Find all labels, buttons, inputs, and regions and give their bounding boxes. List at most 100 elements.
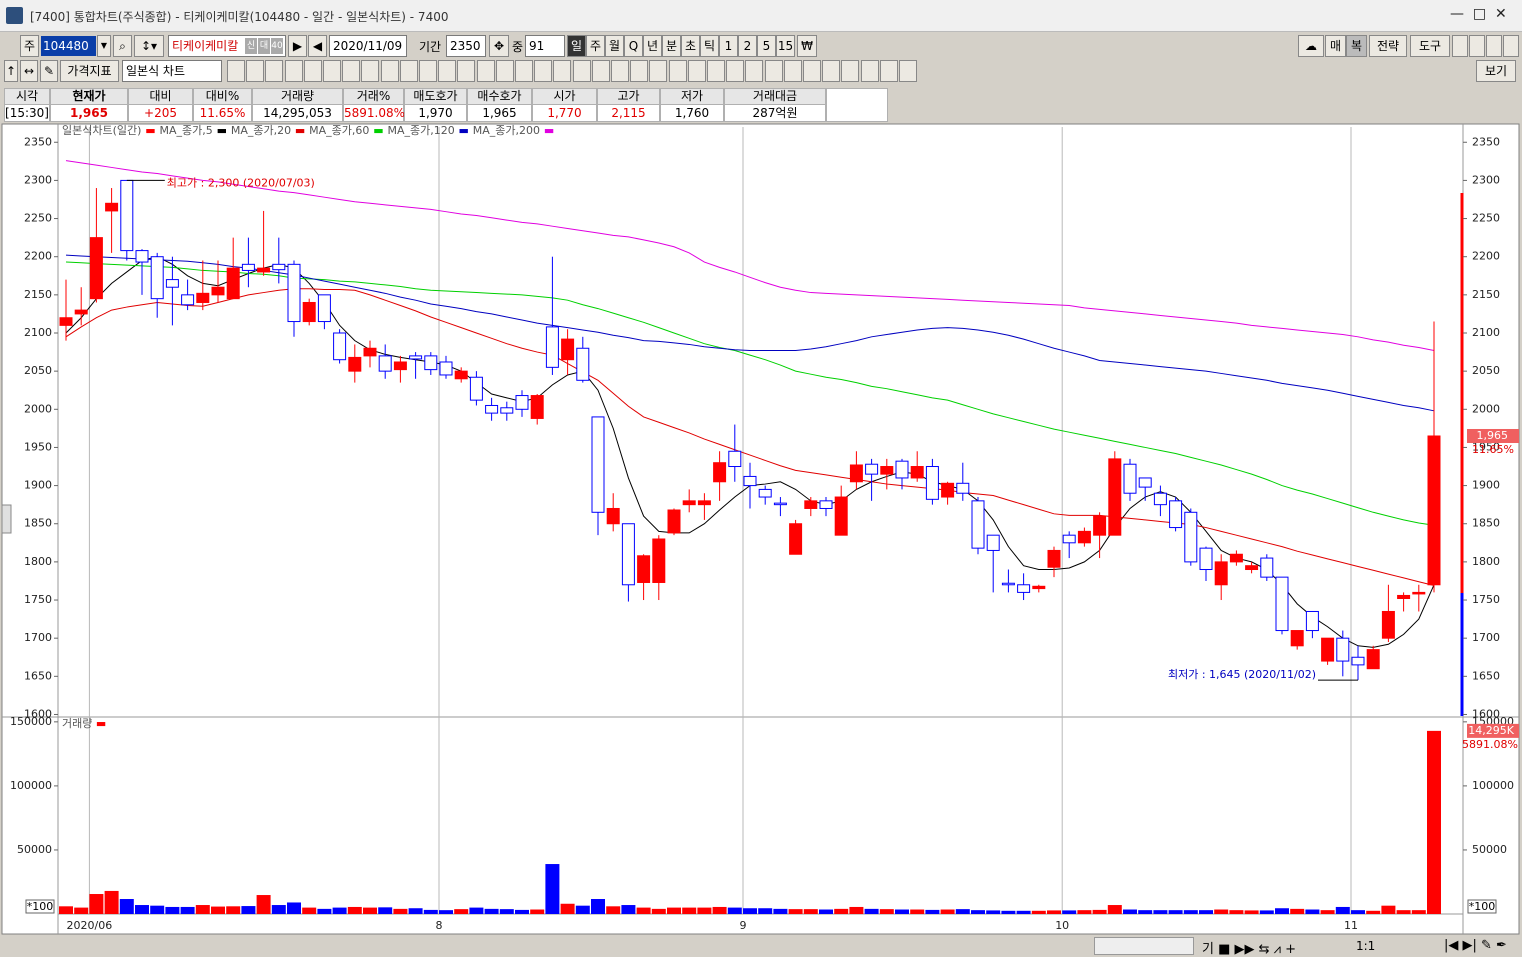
period-button[interactable]: 1 [719, 35, 738, 57]
end-buttons[interactable]: |◀ ▶| ✎ ✒ [1444, 938, 1507, 953]
tool-button[interactable] [707, 60, 725, 82]
tool-button[interactable] [899, 60, 917, 82]
sort-button[interactable]: ↕▾ [134, 35, 164, 57]
tool-button[interactable] [649, 60, 668, 82]
tool-button[interactable] [495, 60, 514, 82]
scrollbar[interactable] [1094, 937, 1194, 955]
search-button[interactable]: ⌕ [113, 35, 132, 57]
right-button[interactable]: 매 [1325, 35, 1346, 57]
tool-button[interactable] [246, 60, 265, 82]
tool-button[interactable] [668, 60, 687, 82]
legend: 일본식차트(일간) ▬ MA_종가,5 ▬ MA_종가,20 ▬ MA_종가,6… [62, 123, 554, 137]
code-dropdown[interactable]: ▼ [97, 35, 111, 57]
candle-body [1214, 561, 1228, 586]
tool-button[interactable] [457, 60, 476, 82]
tool-button[interactable] [1452, 35, 1468, 57]
scroll-button[interactable]: ↔ [20, 60, 38, 82]
legend-marker: ▬ [540, 124, 554, 137]
tool-button[interactable] [1469, 35, 1485, 57]
up-button[interactable]: ↑ [4, 60, 18, 82]
cloud-button[interactable]: ☁ [1298, 35, 1324, 57]
tool-button[interactable] [764, 60, 783, 82]
tool-button[interactable] [342, 60, 361, 82]
tool-button[interactable] [399, 60, 418, 82]
count-input[interactable]: 91 [525, 35, 565, 57]
week-button[interactable]: ₩ [797, 35, 817, 57]
volume-bar [393, 908, 408, 914]
prev-button[interactable]: ◀ [308, 35, 327, 57]
tool-button[interactable] [553, 60, 572, 82]
tool-button[interactable] [419, 60, 437, 82]
tool-button[interactable] [879, 60, 898, 82]
tool-button[interactable] [572, 60, 591, 82]
legend-marker: ▬ [369, 124, 387, 137]
tool-button[interactable] [745, 60, 764, 82]
tool-button[interactable] [227, 60, 245, 82]
right-button[interactable]: 전략 [1369, 35, 1407, 57]
window-controls[interactable]: — □ ✕ [1450, 6, 1507, 22]
edit-button[interactable]: ✎ [40, 60, 58, 82]
tool-button[interactable] [265, 60, 284, 82]
badge: 신 [245, 38, 257, 54]
chart-style-select[interactable]: 일본식 차트 [122, 60, 222, 82]
tool-button[interactable] [303, 60, 322, 82]
volume-bar [1199, 910, 1213, 914]
volume-bar [651, 908, 666, 914]
candle-body [1412, 591, 1426, 595]
next-button[interactable]: ▶ [288, 35, 307, 57]
market-button[interactable]: 주 [20, 35, 39, 57]
volume-bar [180, 906, 195, 914]
volume-bar [1290, 908, 1305, 914]
tool-button[interactable] [323, 60, 341, 82]
indicator-button[interactable]: 가격지표 [60, 60, 119, 82]
tool-button[interactable] [361, 60, 380, 82]
tool-button[interactable] [822, 60, 841, 82]
tool-button[interactable] [284, 60, 303, 82]
period-button[interactable]: 15 [776, 35, 795, 57]
period-button[interactable]: 초 [681, 35, 700, 57]
tool-button[interactable] [1486, 35, 1502, 57]
tool-button[interactable] [611, 60, 629, 82]
volume-bar [727, 907, 742, 914]
tool-button[interactable] [687, 60, 706, 82]
quote-value: [15:30] [4, 104, 50, 122]
legend: 거래량 ▬ [62, 717, 106, 730]
tool-button[interactable] [726, 60, 745, 82]
tool-button[interactable] [380, 60, 399, 82]
period-button[interactable]: 일 [567, 35, 586, 57]
period-button[interactable]: 5 [757, 35, 776, 57]
quote-header: 대비 [128, 88, 193, 105]
view-button[interactable]: 보기 [1476, 60, 1516, 82]
period-input[interactable]: 2350 [446, 35, 486, 57]
code-input[interactable]: 104480 [41, 36, 96, 56]
right-button[interactable]: 도구 [1410, 35, 1450, 57]
right-button[interactable]: 복 [1346, 35, 1367, 57]
y-tick-label: 1900 [24, 479, 52, 492]
volume-bar [1138, 910, 1153, 914]
tool-button[interactable] [534, 60, 553, 82]
period-button[interactable]: 2 [738, 35, 757, 57]
candle-body [834, 496, 848, 536]
period-button[interactable]: 틱 [700, 35, 719, 57]
tool-button[interactable] [860, 60, 879, 82]
side-tab[interactable] [1, 504, 12, 534]
tool-button[interactable] [438, 60, 457, 82]
period-button[interactable]: Q [624, 35, 643, 57]
nav-buttons[interactable]: 기 ■ ▶▶ ⇆ ⩘ + [1202, 942, 1297, 957]
period-button[interactable]: 분 [662, 35, 681, 57]
period-button[interactable]: 년 [643, 35, 662, 57]
tool-button[interactable] [841, 60, 860, 82]
y-tick-label: 1800 [1472, 555, 1500, 568]
tool-button[interactable] [803, 60, 821, 82]
move-button[interactable]: ✥ [489, 35, 509, 57]
tool-button[interactable] [591, 60, 610, 82]
tool-button[interactable] [515, 60, 533, 82]
date-input[interactable]: 2020/11/09 [329, 35, 407, 57]
period-button[interactable]: 월 [605, 35, 624, 57]
candle-body [637, 555, 651, 583]
tool-button[interactable] [476, 60, 495, 82]
tool-button[interactable] [1503, 35, 1519, 57]
tool-button[interactable] [630, 60, 649, 82]
tool-button[interactable] [783, 60, 802, 82]
period-button[interactable]: 주 [586, 35, 605, 57]
